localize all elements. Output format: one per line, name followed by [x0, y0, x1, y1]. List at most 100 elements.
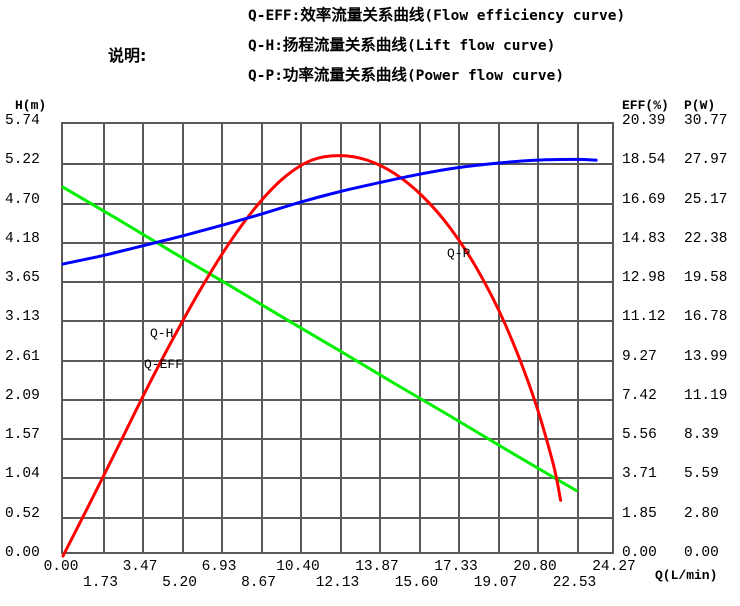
y-tick-efficiency: 5.56 — [622, 427, 657, 444]
y-tick-power: 19.58 — [684, 270, 728, 287]
curve-q-p — [61, 157, 598, 266]
gridline-vertical — [379, 124, 381, 552]
gridline-horizontal — [63, 320, 612, 323]
y-tick-efficiency: 20.39 — [622, 113, 666, 129]
axis-title-flow: Q(L/min) — [655, 568, 718, 583]
gridline-vertical — [576, 124, 579, 552]
y-tick-efficiency: 12.98 — [622, 270, 666, 287]
y-tick-power: 25.17 — [684, 191, 728, 208]
y-tick-efficiency: 7.42 — [622, 387, 657, 404]
gridline-vertical — [339, 124, 342, 552]
pump-performance-chart: H(m) EFF(%) P(W) Q(L/min) 5.74 5.22 4.70 4.… — [0, 96, 740, 606]
y-tick-power: 5.59 — [684, 466, 719, 483]
curve-q-h — [61, 154, 563, 558]
x-tick-flow: 15.60 — [394, 575, 439, 591]
gridline-horizontal — [63, 241, 612, 244]
y-tick-head: 1.04 — [5, 466, 40, 483]
x-tick-flow: 0.00 — [43, 559, 79, 575]
legend-code-q-eff: Q-EFF: — [248, 8, 301, 24]
gridline-vertical — [260, 124, 263, 552]
y-tick-head: 1.57 — [5, 427, 40, 444]
axis-title-efficiency: EFF(%) — [622, 98, 669, 113]
x-tick-flow: 8.67 — [241, 575, 276, 591]
legend-code-q-h: Q-H: — [248, 38, 283, 54]
gridline-vertical — [537, 124, 539, 552]
y-tick-power: 22.38 — [684, 230, 728, 247]
y-tick-efficiency: 0.00 — [622, 545, 657, 561]
y-tick-power: 11.19 — [684, 387, 728, 404]
x-tick-flow: 1.73 — [83, 575, 118, 591]
y-tick-head: 3.13 — [5, 309, 40, 326]
y-tick-efficiency: 18.54 — [622, 152, 666, 169]
gridline-horizontal — [63, 438, 612, 441]
gridline-horizontal — [63, 477, 612, 480]
y-tick-head: 4.18 — [5, 230, 40, 247]
axis-title-head: H(m) — [15, 98, 47, 113]
curve-label-q-eff: Q-EFF — [144, 357, 184, 372]
x-tick-flow: 22.53 — [552, 575, 597, 591]
gridline-vertical — [221, 124, 223, 552]
gridline-horizontal — [63, 202, 612, 205]
legend-row-q-h: Q-H:扬程流量关系曲线(Lift flow curve) — [248, 36, 556, 54]
x-tick-flow: 3.47 — [122, 559, 158, 575]
gridline-vertical — [142, 124, 144, 552]
y-tick-power: 30.77 — [684, 113, 728, 129]
y-tick-power: 0.00 — [684, 545, 719, 561]
y-tick-head: 0.52 — [5, 505, 40, 522]
y-tick-power: 27.97 — [684, 152, 728, 169]
gridline-vertical — [181, 124, 184, 552]
legend-en-q-eff: (Flow efficiency curve) — [424, 8, 626, 24]
y-tick-head: 2.61 — [5, 348, 40, 365]
x-tick-flow: 19.07 — [473, 575, 518, 591]
x-tick-flow: 5.20 — [162, 575, 197, 591]
y-tick-power: 16.78 — [684, 309, 728, 326]
gridline-vertical — [418, 124, 421, 552]
gridline-horizontal — [63, 516, 612, 519]
curve-q-eff — [61, 185, 578, 493]
legend-row-q-eff: Q-EFF:效率流量关系曲线(Flow efficiency curve) — [248, 6, 626, 24]
gridline-vertical — [102, 124, 105, 552]
y-tick-power: 13.99 — [684, 348, 728, 365]
y-tick-power: 8.39 — [684, 427, 719, 444]
legend-row-q-p: Q-P:功率流量关系曲线(Power flow curve) — [248, 66, 565, 84]
legend-code-q-p: Q-P: — [248, 68, 283, 84]
gridline-horizontal — [63, 359, 612, 362]
y-tick-head: 0.00 — [5, 545, 40, 561]
y-tick-head: 4.70 — [5, 191, 40, 208]
plot-area — [61, 122, 614, 558]
x-tick-flow: 13.87 — [355, 559, 399, 575]
gridline-horizontal — [63, 398, 612, 401]
axis-title-power: P(W) — [684, 98, 716, 113]
y-tick-head: 3.65 — [5, 270, 40, 287]
legend-block: 说明: Q-EFF:效率流量关系曲线(Flow efficiency curve… — [0, 0, 740, 96]
curve-label-q-p: Q-P — [447, 246, 471, 261]
y-tick-head: 5.22 — [5, 152, 40, 169]
x-tick-flow: 6.93 — [201, 559, 237, 575]
legend-en-q-p: (Power flow curve) — [406, 68, 565, 84]
y-tick-efficiency: 1.85 — [622, 505, 657, 522]
gridline-horizontal — [63, 163, 612, 166]
x-tick-flow: 17.33 — [434, 559, 478, 575]
gridline-vertical — [497, 124, 500, 552]
gridline-vertical — [458, 124, 460, 552]
x-tick-flow: 24.27 — [592, 559, 636, 575]
gridline-vertical — [300, 124, 302, 552]
legend-en-q-h: (Lift flow curve) — [406, 38, 556, 54]
y-tick-efficiency: 11.12 — [622, 309, 666, 326]
y-tick-efficiency: 14.83 — [622, 230, 666, 247]
curve-label-q-h: Q-H — [150, 326, 174, 341]
legend-cn-q-h: 扬程流量关系曲线 — [282, 36, 407, 54]
y-tick-power: 2.80 — [684, 505, 719, 522]
curves-svg — [61, 154, 598, 558]
x-tick-flow: 20.80 — [513, 559, 557, 575]
y-tick-head: 5.74 — [5, 113, 40, 129]
y-tick-efficiency: 16.69 — [622, 191, 666, 208]
legend-cn-q-p: 功率流量关系曲线 — [282, 66, 407, 84]
y-tick-head: 2.09 — [5, 387, 40, 404]
gridline-horizontal — [63, 281, 612, 284]
legend-cn-q-eff: 效率流量关系曲线 — [300, 6, 425, 24]
x-tick-flow: 12.13 — [315, 575, 360, 591]
legend-title: 说明: — [108, 46, 147, 65]
y-tick-efficiency: 3.71 — [622, 466, 657, 483]
x-tick-flow: 10.40 — [276, 559, 320, 575]
